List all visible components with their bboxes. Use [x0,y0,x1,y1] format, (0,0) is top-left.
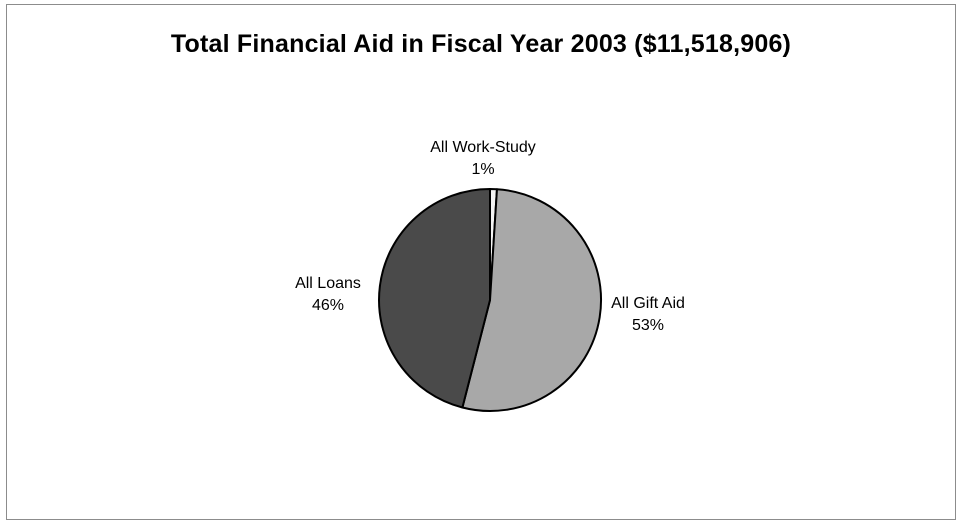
pie-labels: All Work-Study 1% All Gift Aid 53% All Loans… [295,139,685,334]
slice-label-name: All Gift Aid [611,295,685,312]
slice-label-percent: 46% [312,297,344,314]
slice-label-name: All Loans [295,275,361,292]
slice-label-percent: 1% [471,161,494,178]
slice-label-name: All Work-Study [430,139,536,156]
slice-label-percent: 53% [632,317,664,334]
pie-slice-all-gift-aid [461,188,602,412]
pie-slice-all-loans [378,188,491,409]
chart-title: Total Financial Aid in Fiscal Year 2003 … [170,30,792,58]
pie-slices [378,188,602,412]
